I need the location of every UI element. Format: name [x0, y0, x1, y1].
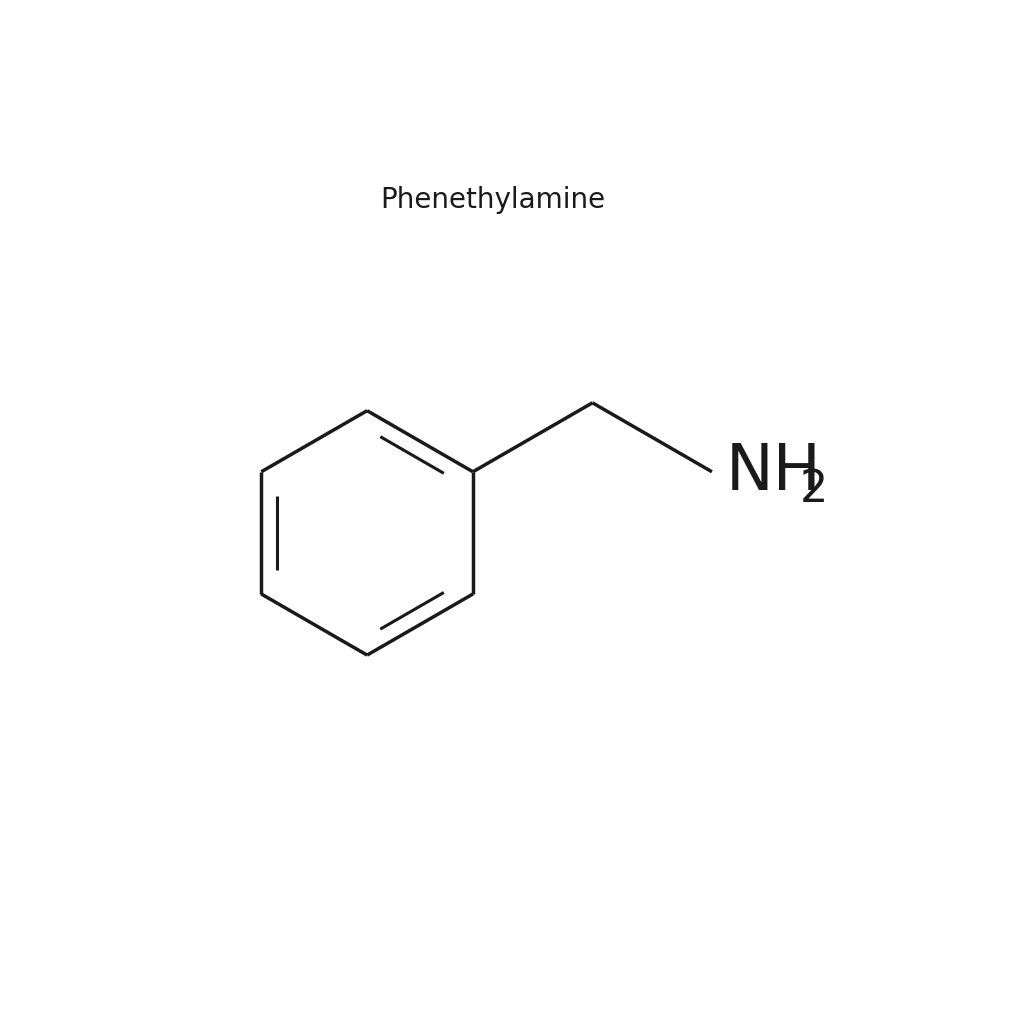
Text: Phenethylamine: Phenethylamine	[381, 186, 606, 214]
Text: NH: NH	[726, 440, 822, 503]
Text: 2: 2	[800, 468, 827, 511]
